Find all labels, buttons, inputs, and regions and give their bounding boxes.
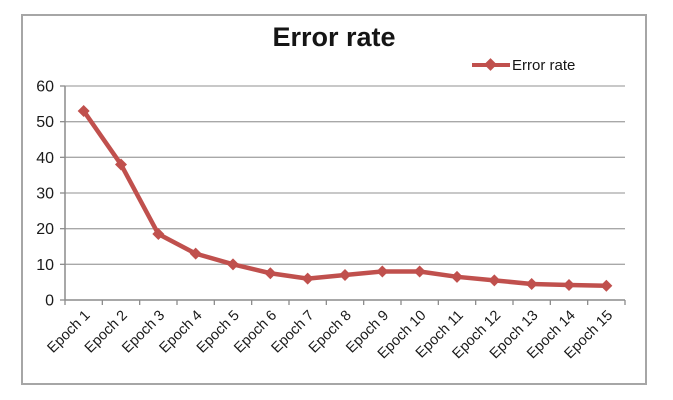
- chart-frame: [21, 14, 647, 385]
- chart-title: Error rate: [272, 22, 396, 52]
- data-point-marker: [488, 274, 501, 287]
- data-point-marker: [227, 258, 239, 271]
- y-axis-tick-label: 10: [36, 257, 54, 274]
- legend: Error rate: [472, 56, 575, 74]
- data-point-marker: [152, 228, 165, 241]
- data-point-marker: [189, 247, 202, 260]
- legend-series-label: Error rate: [512, 56, 576, 74]
- y-axis-tick-label: 50: [36, 114, 54, 131]
- data-point-marker: [451, 270, 463, 283]
- data-point-marker: [563, 279, 575, 292]
- data-point-marker: [339, 269, 351, 282]
- data-point-marker: [264, 267, 277, 280]
- data-point-marker: [115, 158, 127, 171]
- data-point-marker: [77, 104, 90, 117]
- series-line: [81, 108, 609, 288]
- legend-line-sample: [472, 58, 510, 71]
- y-axis-tick-label: 0: [45, 293, 54, 310]
- data-point-marker: [525, 277, 538, 290]
- data-point-marker: [376, 265, 389, 278]
- data-point-marker: [413, 265, 426, 278]
- data-point-marker: [301, 272, 314, 285]
- y-axis-tick-label: 30: [36, 186, 54, 203]
- data-point-marker: [600, 279, 613, 292]
- y-axis-tick-label: 40: [36, 150, 54, 167]
- y-axis-tick-label: 60: [36, 79, 54, 96]
- y-axis-tick-label: 20: [36, 221, 54, 238]
